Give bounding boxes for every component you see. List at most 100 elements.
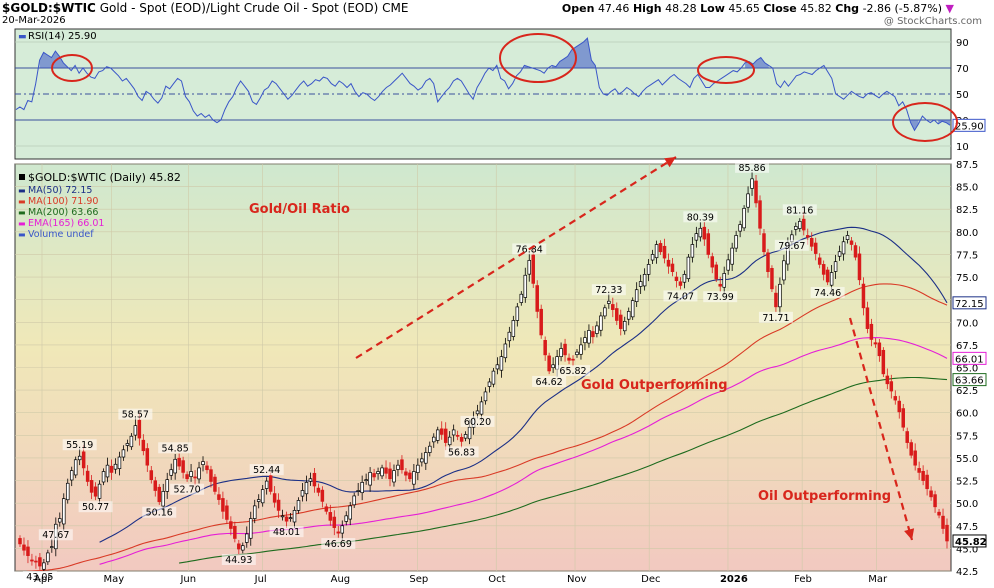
rsi-grid <box>15 41 951 147</box>
point-label: 54.85 <box>158 442 193 454</box>
x-tick-label: Feb <box>794 574 812 585</box>
point-label: 85.86 <box>735 161 770 174</box>
candle <box>746 186 750 213</box>
candle <box>865 301 870 334</box>
candle <box>714 261 718 283</box>
candle <box>324 503 329 515</box>
legend-ma100-marker: ▬ <box>18 197 26 206</box>
price-tick-label: 70.0 <box>956 318 978 329</box>
price-tick-label: 82.5 <box>956 205 978 216</box>
candle <box>392 464 396 487</box>
candle <box>245 526 249 548</box>
candle <box>372 468 376 481</box>
candle <box>626 307 631 326</box>
candle <box>658 240 663 255</box>
candle <box>762 229 766 256</box>
legend-ma100: MA(100) 71.90 <box>28 196 98 207</box>
candle <box>455 430 460 441</box>
candle <box>205 461 209 474</box>
downtrend-arrow <box>848 317 915 541</box>
candle <box>173 453 177 480</box>
ema165-tag-text: 66.01 <box>955 354 984 365</box>
exchange: CME <box>382 1 409 15</box>
candle <box>547 352 551 375</box>
candle <box>396 459 400 477</box>
candle <box>937 509 941 519</box>
legend-ma50-marker: ▬ <box>18 186 26 195</box>
high-label: High <box>632 2 662 15</box>
ma50-tag: 72.15 <box>952 296 987 310</box>
oil-outperforming-annotation: Oil Outperforming <box>758 489 891 504</box>
candle <box>726 253 730 275</box>
candle <box>125 439 130 452</box>
candle <box>539 304 543 339</box>
point-label-text: 52.70 <box>173 485 200 496</box>
candle <box>50 539 54 553</box>
close-value: 45.82 <box>800 2 832 15</box>
x-tick-label: Nov <box>567 574 587 585</box>
point-label-text: 44.93 <box>225 555 252 566</box>
candle <box>654 240 659 264</box>
candle <box>782 254 786 285</box>
candle <box>742 205 746 232</box>
candle <box>416 458 420 481</box>
candle <box>650 249 655 264</box>
point-label-text: 48.01 <box>273 527 300 538</box>
candle <box>583 330 587 351</box>
candle <box>849 236 854 251</box>
candle <box>388 462 392 487</box>
legend-main-swatch <box>19 174 25 180</box>
candle <box>237 539 241 556</box>
candle <box>38 553 42 570</box>
candle <box>853 242 858 261</box>
candle <box>292 506 297 529</box>
down-triangle-icon: ▼ <box>945 2 954 15</box>
candle <box>718 276 722 292</box>
candle <box>802 211 806 236</box>
candle <box>117 451 122 476</box>
candle <box>58 512 62 527</box>
candle <box>615 302 619 326</box>
watermark: @ StockCharts.com <box>883 16 982 27</box>
point-label: 56.83 <box>444 446 479 458</box>
candle <box>300 482 305 502</box>
candle <box>535 280 539 319</box>
candle <box>531 248 535 288</box>
candle <box>905 427 909 449</box>
point-label-text: 46.69 <box>325 539 352 550</box>
candle <box>595 321 599 338</box>
candle <box>559 342 563 362</box>
price-tick-label: 77.5 <box>956 250 978 261</box>
candle <box>428 441 432 457</box>
candle <box>113 458 118 474</box>
point-label-text: 74.46 <box>814 288 841 299</box>
candle <box>825 266 830 286</box>
candle <box>121 445 126 461</box>
candle <box>941 508 945 534</box>
candle <box>133 418 138 441</box>
rsi-highlight-circle <box>892 102 958 142</box>
candle <box>181 456 185 479</box>
rsi-legend-marker: ▬ <box>18 32 27 42</box>
candle <box>328 504 333 526</box>
candle <box>507 326 512 348</box>
high-value: 48.28 <box>665 2 697 15</box>
candle <box>686 253 691 282</box>
candle <box>364 473 368 485</box>
ema165-line <box>99 337 948 565</box>
chg-label: Chg <box>835 2 860 15</box>
price-tick-label: 87.5 <box>956 160 978 171</box>
candle <box>93 482 98 501</box>
candle <box>837 245 842 261</box>
candle <box>185 471 189 482</box>
candle <box>841 236 846 261</box>
price-tick-label: 55.0 <box>956 454 978 465</box>
candle <box>869 318 874 347</box>
x-tick-label: May <box>104 574 125 585</box>
candlesticks <box>18 172 949 571</box>
candle <box>463 431 468 442</box>
candle <box>42 558 46 571</box>
candle <box>447 431 452 450</box>
candle <box>754 174 758 208</box>
